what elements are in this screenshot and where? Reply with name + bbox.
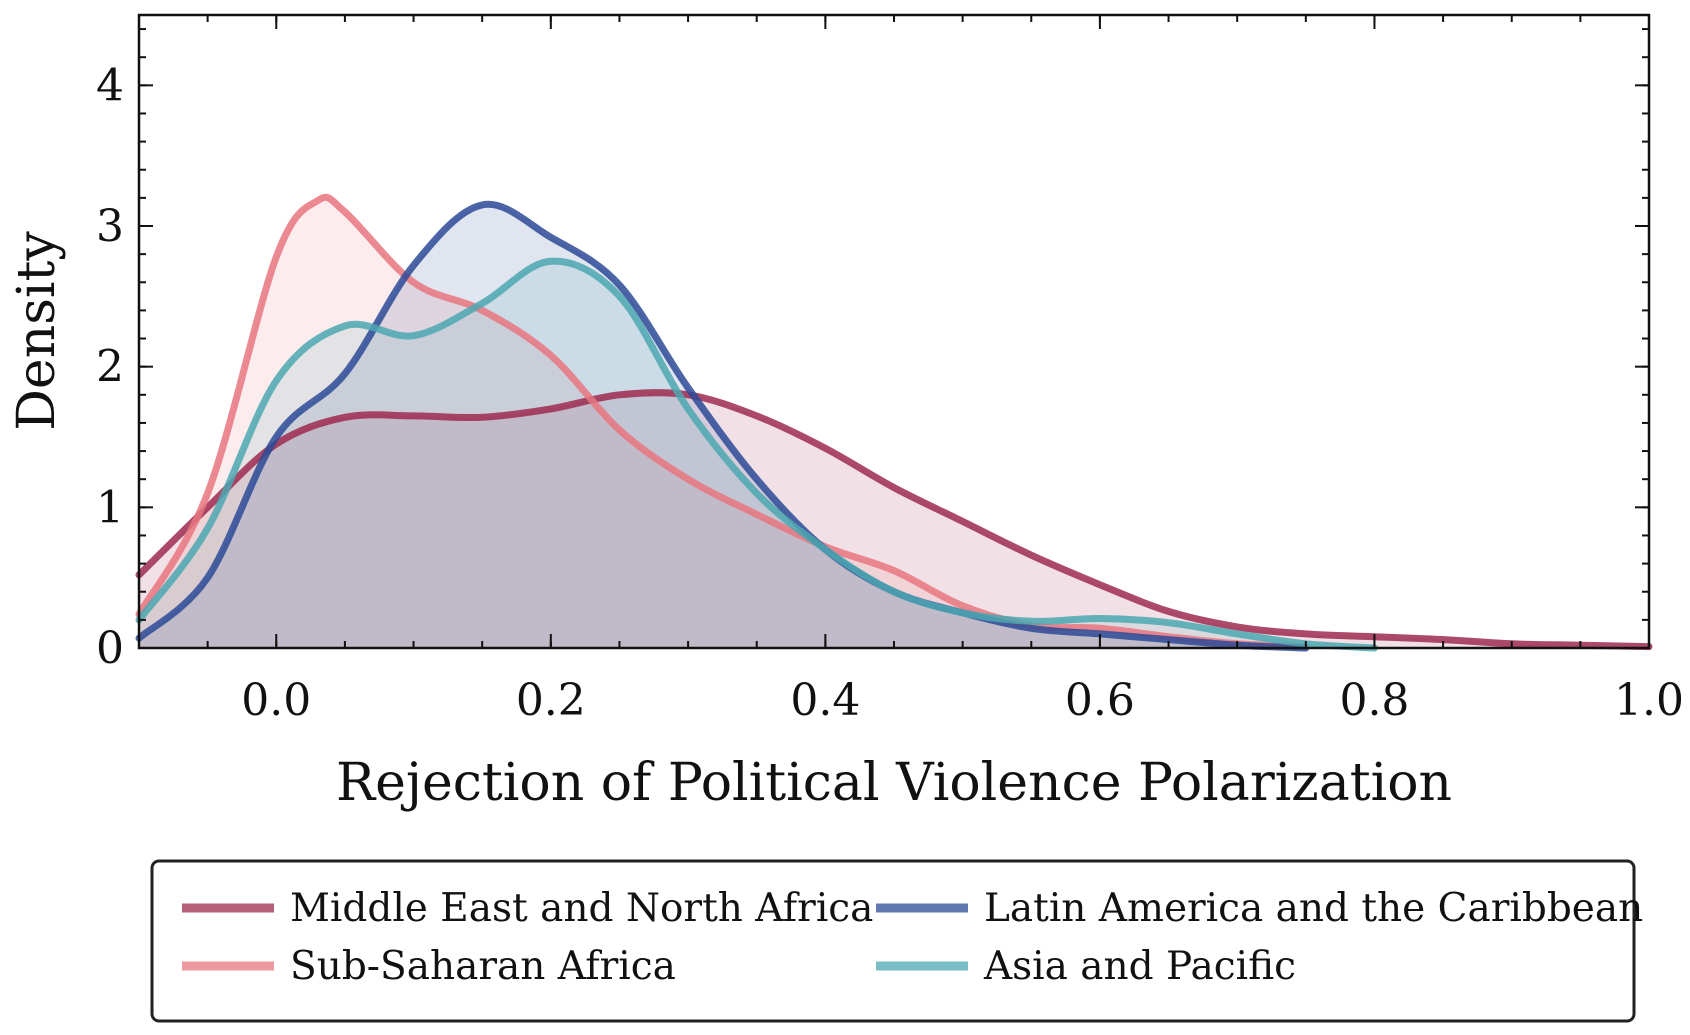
series-line-3 bbox=[135, 257, 1378, 652]
axis-ticks bbox=[138, 15, 1650, 649]
x-tick-label: 0.8 bbox=[1339, 675, 1409, 726]
x-tick-label: 0.0 bbox=[241, 675, 311, 726]
x-tick-label: 0.6 bbox=[1065, 675, 1135, 726]
legend-box bbox=[150, 859, 1636, 1023]
tick-labels: 0.0 0.2 0.4 0.6 0.8 1.0 0 1 2 3 4 bbox=[96, 60, 1684, 726]
x-tick-label: 1.0 bbox=[1614, 675, 1684, 726]
y-tick-label: 4 bbox=[96, 60, 124, 111]
density-fills bbox=[139, 197, 1649, 649]
legend-label: Latin America and the Caribbean bbox=[984, 886, 1643, 931]
x-tick-label: 0.2 bbox=[516, 675, 586, 726]
x-axis-title: Rejection of Political Violence Polariza… bbox=[336, 753, 1452, 813]
y-tick-label: 2 bbox=[96, 342, 124, 393]
legend-label: Sub-Saharan Africa bbox=[290, 944, 676, 989]
legend: Middle East and North Africa Latin Americ… bbox=[182, 886, 1643, 989]
y-tick-label: 0 bbox=[96, 623, 124, 674]
series-fill-3 bbox=[139, 261, 1375, 648]
y-tick-label: 3 bbox=[96, 201, 124, 252]
x-tick-label: 0.4 bbox=[790, 675, 860, 726]
density-lines bbox=[135, 193, 1653, 652]
y-tick-label: 1 bbox=[96, 482, 124, 533]
legend-label: Middle East and North Africa bbox=[290, 886, 873, 931]
series-line-2 bbox=[135, 200, 1310, 652]
series-line-1 bbox=[135, 193, 1310, 651]
series-fill-1 bbox=[139, 197, 1306, 648]
series-fill-0 bbox=[139, 392, 1649, 648]
y-axis-title: Density bbox=[7, 231, 67, 431]
series-fill-2 bbox=[139, 204, 1306, 649]
series-line-0 bbox=[135, 389, 1653, 651]
legend-label: Asia and Pacific bbox=[983, 944, 1296, 989]
